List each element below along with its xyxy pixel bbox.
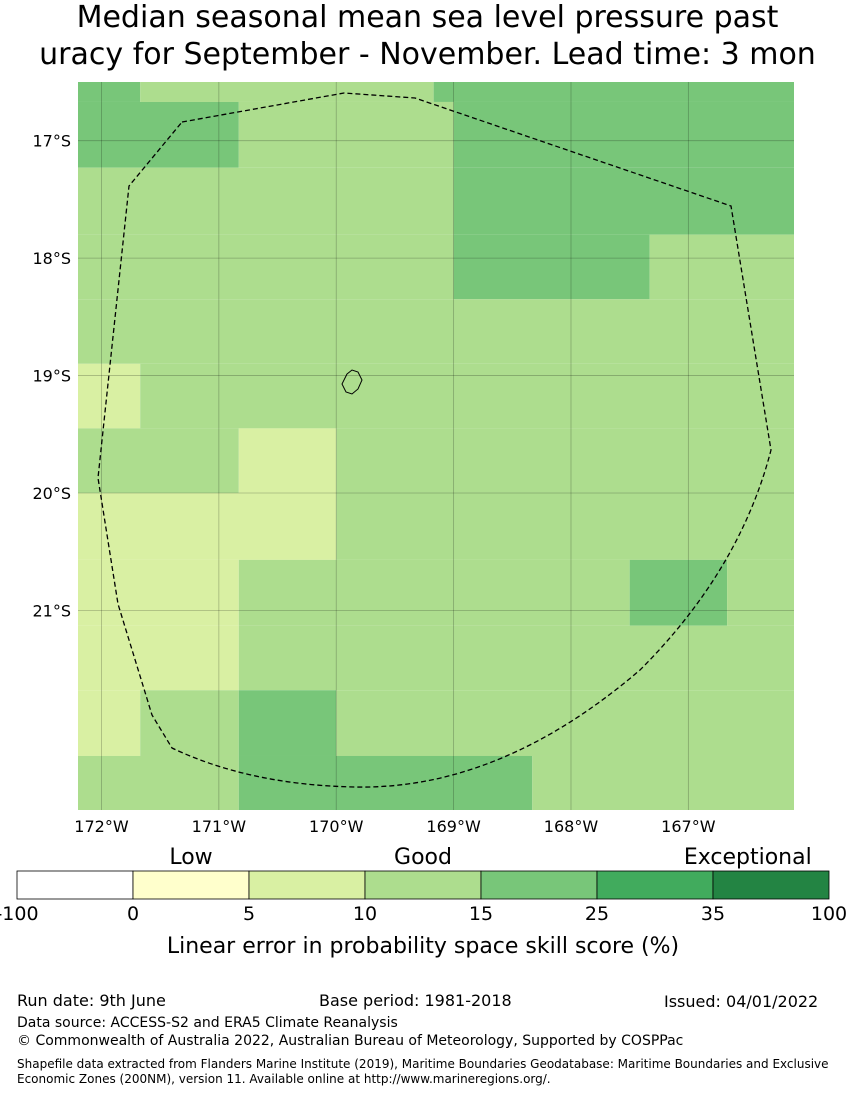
heatmap-cell-1: [140, 82, 434, 102]
colorbar-category-low: Low: [169, 845, 212, 870]
heatmap-cell-21: [629, 559, 728, 626]
base-period: Base period: 1981-2018: [319, 991, 512, 1010]
colorbar-bin-5: [596, 870, 714, 900]
colorbar-tick-label: -100: [0, 903, 39, 925]
heatmap-cell-0: [78, 82, 141, 102]
chart-title-line-1: Median seasonal mean sea level pressure …: [76, 0, 779, 35]
colorbar-category-labels: Low Good Exceptional: [169, 845, 811, 870]
colorbar-tick-label: 0: [127, 903, 139, 925]
map-outlines: [97, 92, 772, 788]
heatmap-cell-27: [238, 690, 337, 756]
heatmap-cell-29: [78, 755, 239, 810]
heatmap-cell-18: [336, 492, 794, 560]
map-gridlines: [78, 82, 794, 810]
y-tick-labels: 17°S 18°S 19°S 20°S 21°S: [32, 132, 71, 621]
colorbar-tick-label: 5: [243, 903, 255, 925]
colorbar-bin-4: [480, 870, 598, 900]
heatmap-cell-12: [78, 363, 141, 429]
heatmap-cell-5: [453, 101, 794, 168]
colorbar-tick-label: 100: [811, 903, 847, 925]
y-tick-label: 17°S: [32, 132, 71, 151]
heatmap-cell-7: [453, 167, 794, 235]
colorbar-tick-label: 15: [469, 903, 493, 925]
heatmap-cell-16: [336, 428, 794, 493]
chart-title-line-2: uracy for September - November. Lead tim…: [39, 37, 816, 72]
heatmap-cell-3: [78, 101, 239, 168]
heatmap-cell-4: [238, 101, 454, 168]
x-tick-label: 172°W: [74, 817, 129, 836]
x-tick-label: 169°W: [426, 817, 481, 836]
heatmap-cell-19: [78, 559, 239, 626]
run-date: Run date: 9th June: [17, 991, 166, 1010]
colorbar-bin-0: [16, 870, 134, 900]
heatmap-cell-22: [727, 559, 794, 626]
colorbar-bin-1: [132, 870, 250, 900]
x-tick-label: 168°W: [544, 817, 599, 836]
colorbar-bin-2: [248, 870, 366, 900]
heatmap-cell-2: [433, 82, 794, 102]
x-tick-labels: 172°W 171°W 170°W 169°W 168°W 167°W: [74, 817, 715, 836]
heatmap-cell-20: [238, 559, 630, 626]
colorbar-bin-3: [364, 870, 482, 900]
heatmap-cell-24: [238, 625, 794, 691]
heatmap-cell-31: [532, 755, 794, 810]
map-cells: [78, 82, 794, 810]
y-tick-label: 20°S: [32, 484, 71, 503]
x-tick-label: 167°W: [661, 817, 716, 836]
colorbar: [16, 870, 830, 900]
issued-date: Issued: 04/01/2022: [664, 992, 819, 1011]
heatmap-cell-6: [78, 167, 454, 235]
colorbar-category-good: Good: [394, 845, 452, 870]
heatmap-cell-28: [336, 690, 794, 756]
heatmap-cell-17: [78, 492, 337, 560]
heatmap-cell-14: [78, 428, 239, 493]
x-tick-label: 170°W: [309, 817, 364, 836]
heatmap-cell-30: [238, 755, 533, 810]
heatmap-cell-13: [140, 363, 794, 429]
colorbar-tick-label: 35: [701, 903, 725, 925]
colorbar-tick-label: 10: [353, 903, 377, 925]
y-tick-label: 19°S: [32, 367, 71, 386]
eez-boundary: [97, 92, 772, 788]
y-tick-label: 21°S: [32, 601, 71, 620]
y-tick-label: 18°S: [32, 249, 71, 268]
colorbar-label: Linear error in probability space skill …: [167, 934, 679, 959]
heatmap-cell-11: [78, 299, 794, 364]
x-tick-label: 171°W: [192, 817, 247, 836]
copyright: © Commonwealth of Australia 2022, Austra…: [17, 1033, 684, 1049]
heatmap-cell-23: [78, 625, 239, 691]
heatmap-cell-25: [78, 690, 141, 756]
heatmap-cell-15: [238, 428, 337, 493]
colorbar-bin-6: [712, 870, 830, 900]
colorbar-category-exceptional: Exceptional: [684, 845, 812, 870]
heatmap-cell-10: [649, 234, 794, 300]
shapefile-credit: Shapefile data extracted from Flanders M…: [17, 1057, 829, 1086]
heatmap-cell-9: [453, 234, 650, 300]
colorbar-tick-label: 25: [585, 903, 609, 925]
heatmap-cell-8: [78, 234, 454, 300]
heatmap-cell-26: [140, 690, 239, 756]
colorbar-tick-labels: -100 0 5 10 15 25 35 100: [0, 903, 847, 925]
data-source: Data source: ACCESS-S2 and ERA5 Climate …: [17, 1015, 398, 1031]
island-outline: [341, 369, 363, 395]
